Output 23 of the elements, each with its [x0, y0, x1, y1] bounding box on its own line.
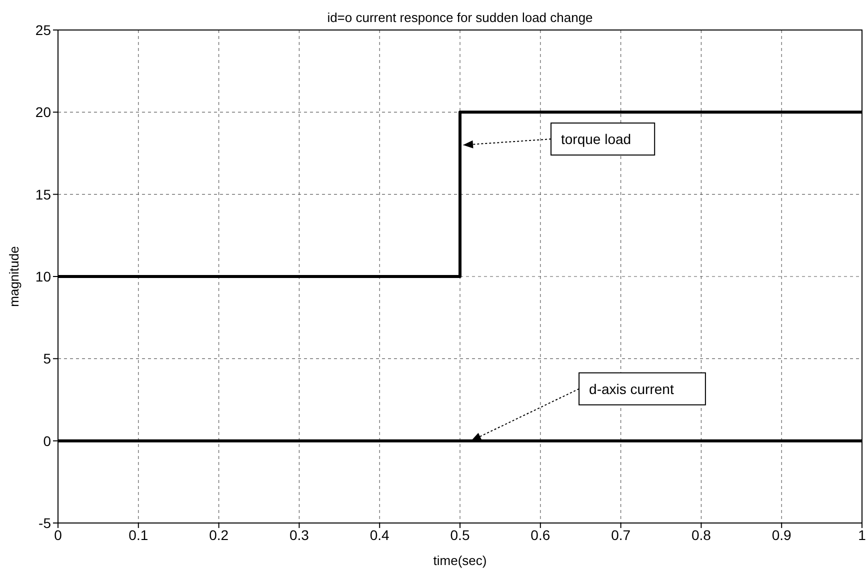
y-tick-label: 0: [43, 432, 52, 449]
annotation: torque load: [561, 131, 632, 148]
x-tick-label: 0.9: [772, 526, 792, 543]
x-tick-label: 0.7: [611, 526, 631, 543]
x-tick-label: 0.6: [530, 526, 550, 543]
x-tick-label: 0.4: [370, 526, 390, 543]
x-axis-title: time(sec): [433, 553, 487, 568]
y-tick-label: 15: [35, 186, 52, 202]
y-tick-label: 10: [35, 268, 52, 284]
x-tick-label: 0.2: [209, 526, 229, 543]
y-tick-label: 25: [35, 22, 52, 38]
x-tick-label: 0.3: [289, 526, 310, 543]
x-tick-label: 0: [54, 526, 62, 543]
y-tick-label: -5: [38, 514, 52, 531]
x-tick-label: 0.1: [128, 526, 148, 543]
chart-title: id=o current responce for sudden load change: [327, 10, 593, 25]
x-tick-label: 1: [858, 526, 866, 543]
x-tick-label: 0.5: [450, 526, 470, 543]
y-tick-label: 5: [43, 350, 52, 367]
x-tick-label: 0.8: [691, 526, 712, 543]
y-axis-title: magnitude: [6, 246, 22, 307]
y-tick-label: 20: [35, 104, 52, 120]
annotation: d-axis current: [589, 380, 674, 397]
